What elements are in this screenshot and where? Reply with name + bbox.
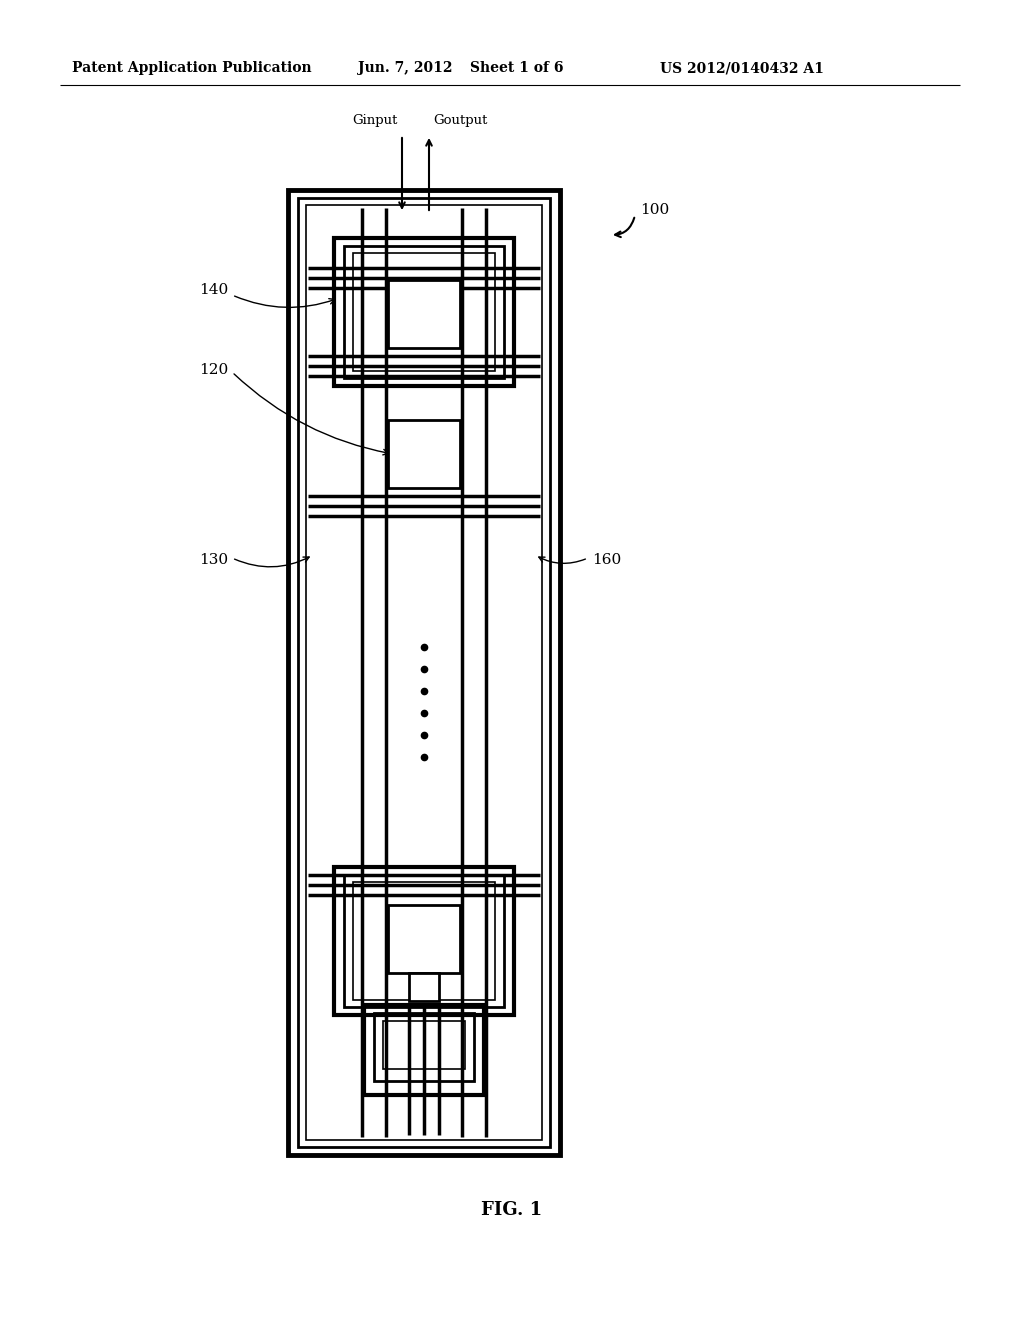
Text: Goutput: Goutput [433,114,487,127]
Text: 100: 100 [640,203,670,216]
Bar [288,190,560,1155]
Text: Sheet 1 of 6: Sheet 1 of 6 [470,61,563,75]
Text: 160: 160 [592,553,622,568]
Bar [353,253,495,371]
Bar [334,238,514,385]
Text: US 2012/0140432 A1: US 2012/0140432 A1 [660,61,824,75]
Bar [388,420,460,488]
Text: Patent Application Publication: Patent Application Publication [72,61,311,75]
Text: 120: 120 [199,363,228,378]
Bar [388,906,460,973]
Bar [334,867,514,1015]
Bar [364,1005,484,1096]
Bar [344,875,504,1007]
Text: 140: 140 [199,282,228,297]
Bar [388,280,460,348]
Bar [306,205,542,1140]
Bar [353,882,495,1001]
Bar [298,198,550,1147]
Bar [344,246,504,378]
Bar [409,973,439,1001]
Bar [383,1020,465,1069]
Text: FIG. 1: FIG. 1 [481,1201,543,1218]
Text: Jun. 7, 2012: Jun. 7, 2012 [358,61,453,75]
Bar [374,1012,474,1081]
Text: 130: 130 [199,553,228,568]
Text: Ginput: Ginput [352,114,398,127]
